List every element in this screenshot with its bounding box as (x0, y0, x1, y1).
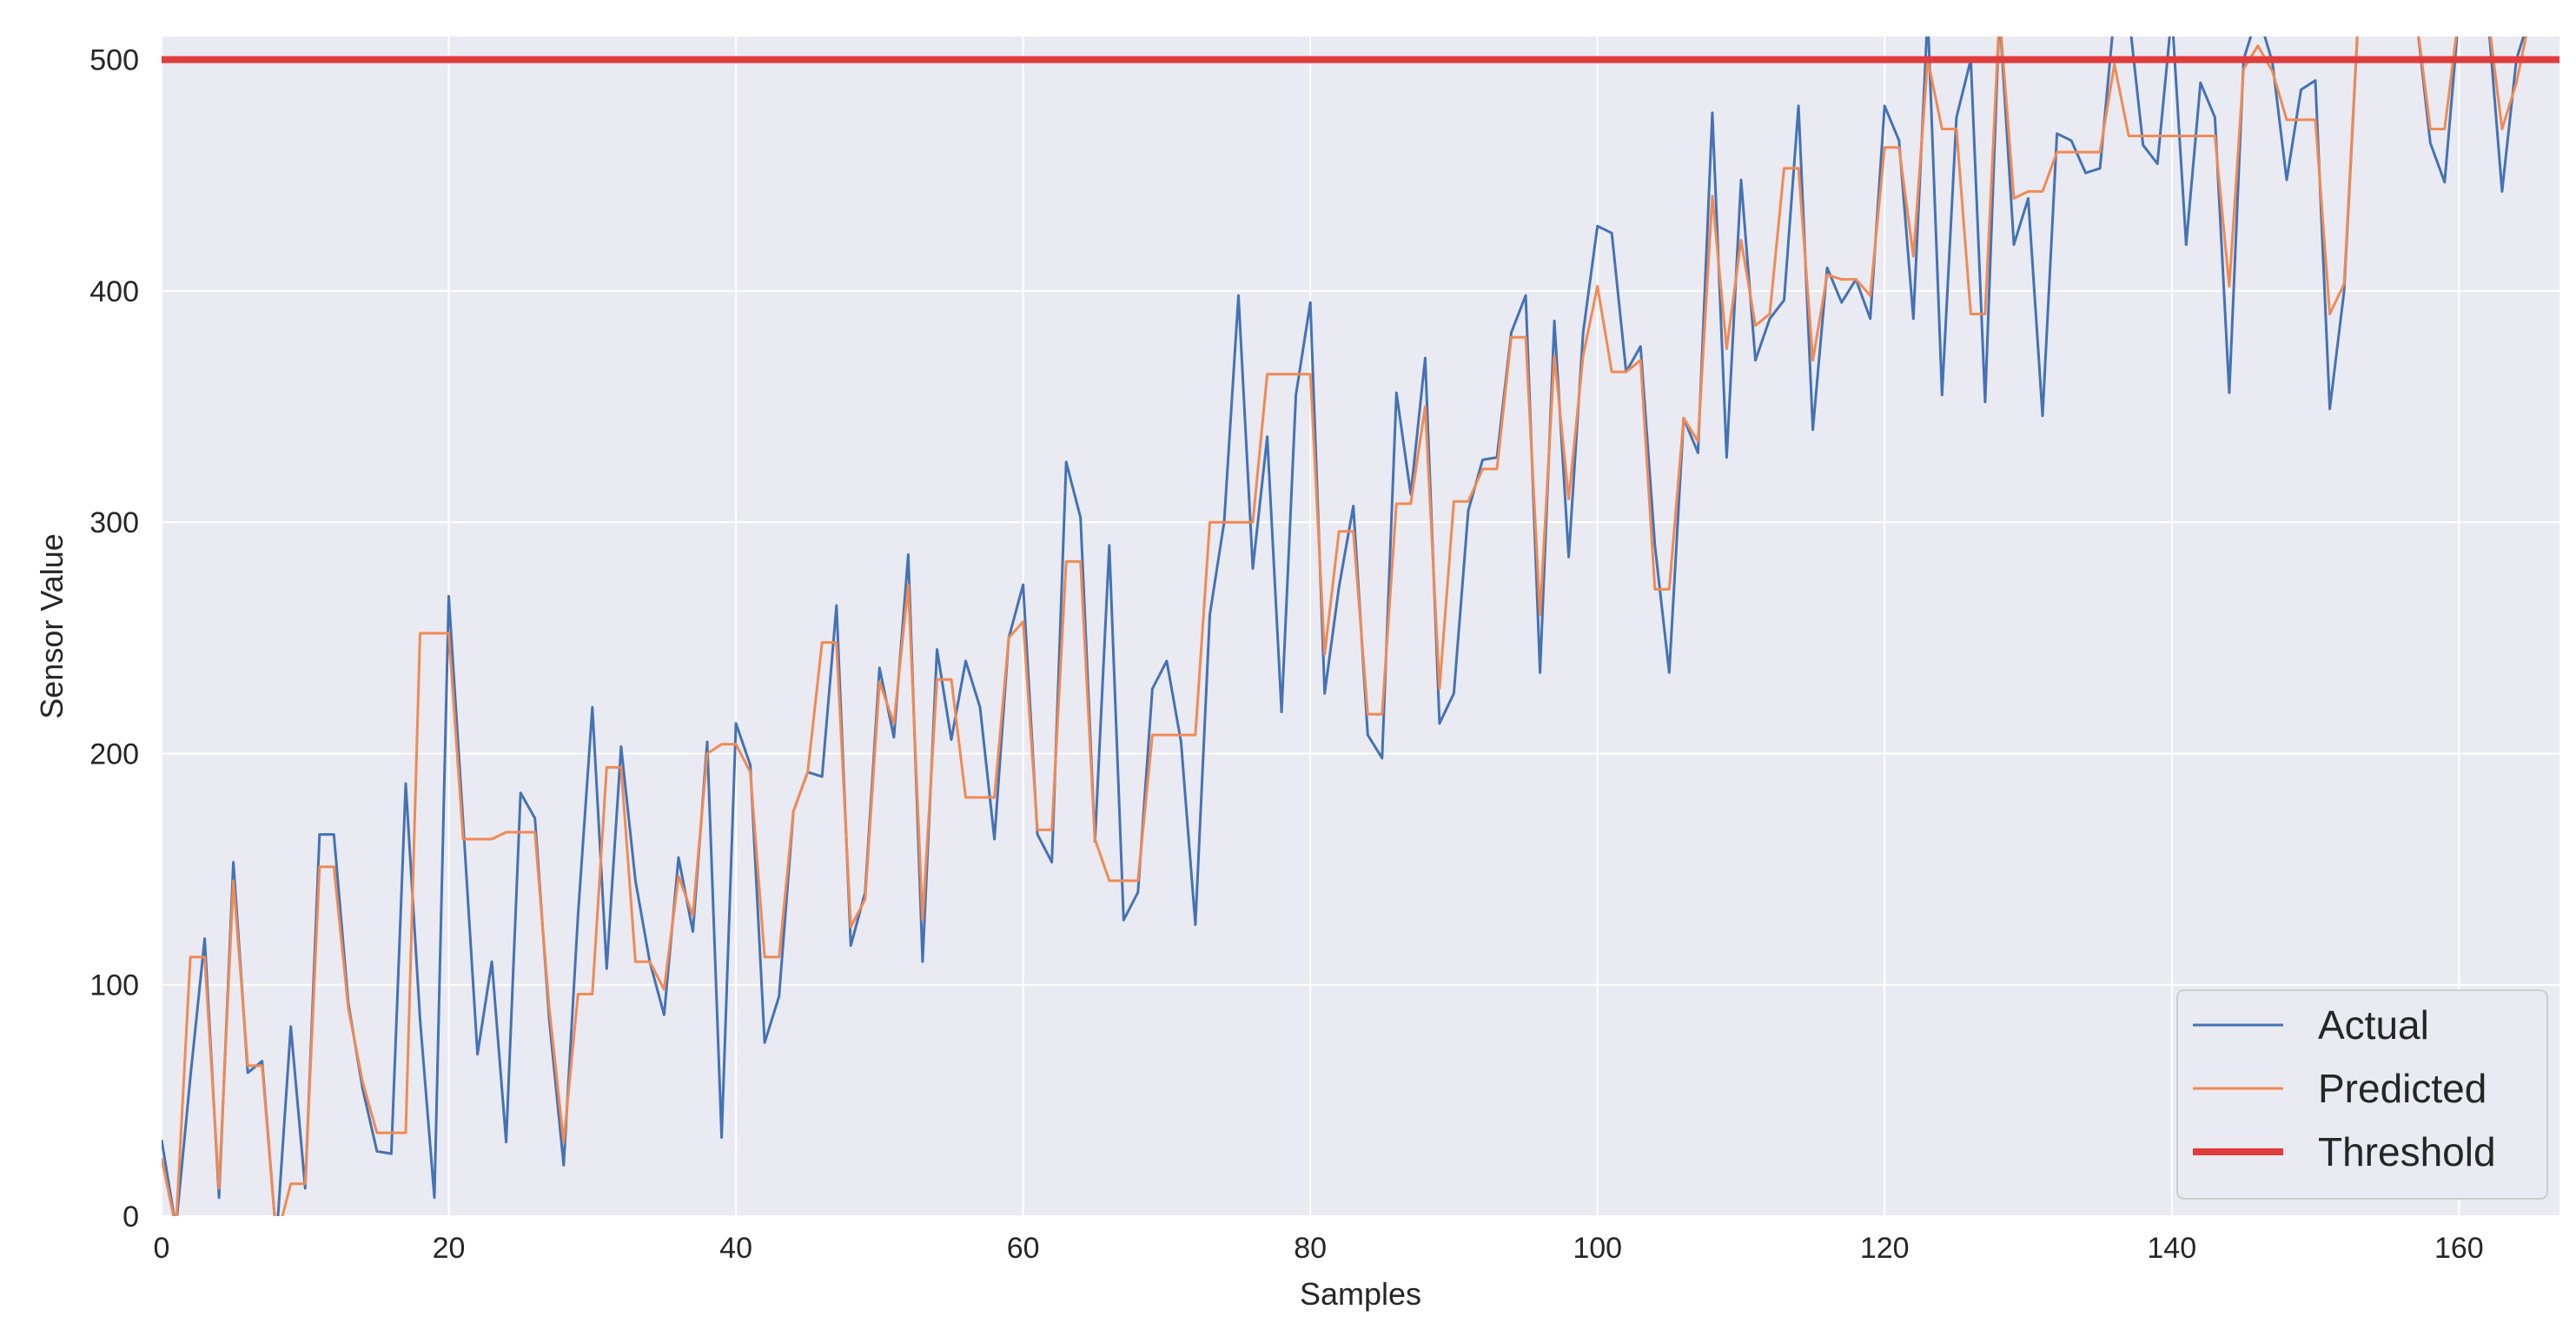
x-tick-label: 120 (1860, 1232, 1910, 1265)
x-axis-title: Samples (1300, 1276, 1421, 1312)
x-tick-label: 0 (154, 1232, 170, 1265)
y-tick-label: 200 (89, 737, 139, 771)
legend-label-predicted: Predicted (2318, 1066, 2487, 1111)
x-tick-label: 80 (1294, 1232, 1327, 1265)
y-tick-label: 0 (123, 1200, 139, 1233)
series-line-predicted (162, 36, 2527, 1216)
x-tick-label: 140 (2147, 1232, 2196, 1265)
legend-label-actual: Actual (2318, 1002, 2429, 1048)
x-tick-label: 160 (2434, 1232, 2484, 1265)
series-layer (162, 36, 2559, 1216)
x-tick-label: 40 (719, 1232, 752, 1265)
legend: Actual Predicted Threshold (2176, 989, 2548, 1200)
series-line-actual (162, 36, 2526, 1216)
legend-label-threshold: Threshold (2318, 1129, 2496, 1174)
y-axis-title: Sensor Value (34, 533, 70, 718)
tick-labels: 0 20 40 60 80 100 120 140 160 0 100 200 300 400 500 (89, 44, 2483, 1265)
y-tick-label: 300 (89, 506, 139, 539)
y-tick-label: 500 (89, 44, 139, 77)
y-tick-label: 400 (89, 275, 139, 308)
x-tick-label: 20 (433, 1232, 466, 1265)
y-tick-label: 100 (89, 969, 139, 1002)
x-tick-label: 60 (1007, 1232, 1040, 1265)
x-tick-label: 100 (1573, 1232, 1622, 1265)
legend-box (2176, 989, 2548, 1200)
